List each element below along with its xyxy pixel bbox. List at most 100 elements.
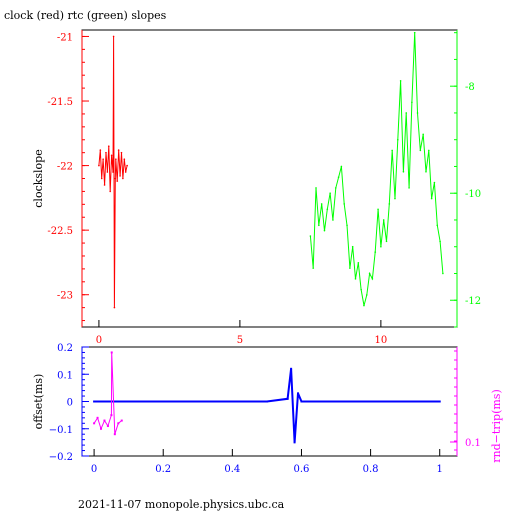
data-point	[117, 422, 120, 425]
data-point	[96, 416, 99, 419]
data-point	[413, 31, 416, 34]
data-point	[411, 101, 413, 104]
data-point	[112, 35, 115, 38]
data-point	[100, 177, 103, 180]
data-point	[369, 400, 372, 403]
data-point	[428, 149, 430, 152]
data-point	[126, 164, 128, 167]
left-tick-label: -22	[57, 162, 73, 173]
data-point	[112, 171, 114, 173]
data-point	[320, 203, 323, 205]
data-point	[377, 208, 379, 211]
data-point	[343, 203, 346, 205]
data-point	[117, 149, 120, 151]
x-tick-label: 0.6	[294, 464, 310, 475]
data-point	[300, 400, 303, 403]
data-point	[127, 400, 130, 403]
data-point	[162, 400, 165, 403]
data-point	[394, 197, 396, 200]
data-point	[371, 278, 374, 280]
data-point	[402, 171, 405, 173]
data-point	[196, 400, 199, 403]
data-point	[290, 367, 293, 370]
data-point	[422, 133, 424, 136]
data-point	[323, 229, 326, 232]
data-point	[297, 392, 300, 395]
x-tick-label: 0	[96, 335, 102, 346]
data-point	[100, 427, 103, 430]
left-tick-label: −0.1	[49, 425, 73, 436]
data-point	[106, 425, 109, 428]
data-point	[365, 294, 368, 296]
data-point	[374, 251, 377, 253]
data-point	[286, 397, 289, 400]
data-point	[357, 261, 360, 264]
x-tick-label: 0.2	[155, 464, 171, 475]
data-point	[293, 441, 296, 444]
data-point	[93, 422, 96, 425]
left-tick-label: 0	[67, 398, 73, 409]
data-point	[122, 177, 124, 180]
y-axis-label: clockslope	[32, 149, 45, 207]
data-point	[416, 112, 419, 114]
data-point	[433, 181, 436, 184]
data-point	[329, 192, 331, 195]
y-axis-label: offset(ms)	[32, 374, 45, 430]
data-point	[231, 400, 234, 403]
data-point	[326, 208, 329, 211]
data-point	[98, 164, 100, 167]
data-point	[309, 235, 312, 237]
data-point	[351, 245, 354, 248]
data-point	[124, 171, 127, 173]
data-point	[388, 203, 391, 205]
x-tick-label: 0.8	[363, 464, 379, 475]
data-point	[315, 187, 317, 189]
data-point	[110, 154, 113, 157]
left-tick-label: -21	[57, 32, 73, 43]
chart-title: clock (red) rtc (green) slopes	[4, 9, 167, 22]
data-point	[396, 138, 399, 141]
right-tick-label: -8	[465, 82, 475, 93]
data-point	[120, 419, 123, 422]
series-line-0	[94, 368, 440, 443]
data-point	[105, 151, 107, 154]
left-tick-label: -21.5	[47, 97, 73, 108]
data-point	[110, 351, 113, 354]
data-point	[363, 304, 365, 307]
series-line-1	[93, 352, 123, 435]
plot-frame-top	[81, 29, 458, 328]
left-tick-label: -23	[57, 291, 73, 302]
data-point	[318, 224, 320, 227]
data-point	[404, 400, 407, 403]
data-point	[123, 158, 126, 160]
data-point	[119, 175, 121, 177]
left-tick-label: -22.5	[47, 226, 73, 237]
data-point	[312, 267, 315, 269]
data-point	[391, 149, 393, 152]
data-point	[368, 272, 371, 275]
data-point	[399, 80, 402, 82]
data-point	[419, 149, 422, 152]
x-tick-label: 10	[375, 335, 388, 346]
right-tick-label: -10	[465, 189, 481, 200]
data-point	[436, 224, 439, 227]
data-point	[109, 190, 111, 193]
data-point	[115, 158, 117, 160]
data-point	[346, 224, 348, 227]
data-point	[349, 267, 351, 269]
data-point	[335, 400, 338, 403]
left-tick-label: 0.2	[57, 343, 73, 354]
data-point	[332, 219, 334, 221]
y2-axis-label: rnd−trip(ms)	[490, 389, 503, 463]
right-tick-label: 0.1	[465, 438, 481, 449]
data-point	[385, 240, 388, 243]
data-point	[114, 177, 117, 180]
data-point	[116, 180, 119, 182]
data-point	[354, 278, 357, 280]
data-point	[93, 400, 96, 403]
data-point	[430, 197, 433, 200]
footer-caption: 2021-11-07 monopole.physics.ubc.ca	[78, 498, 285, 511]
data-point	[113, 306, 116, 309]
x-tick-label: 0.4	[224, 464, 240, 475]
